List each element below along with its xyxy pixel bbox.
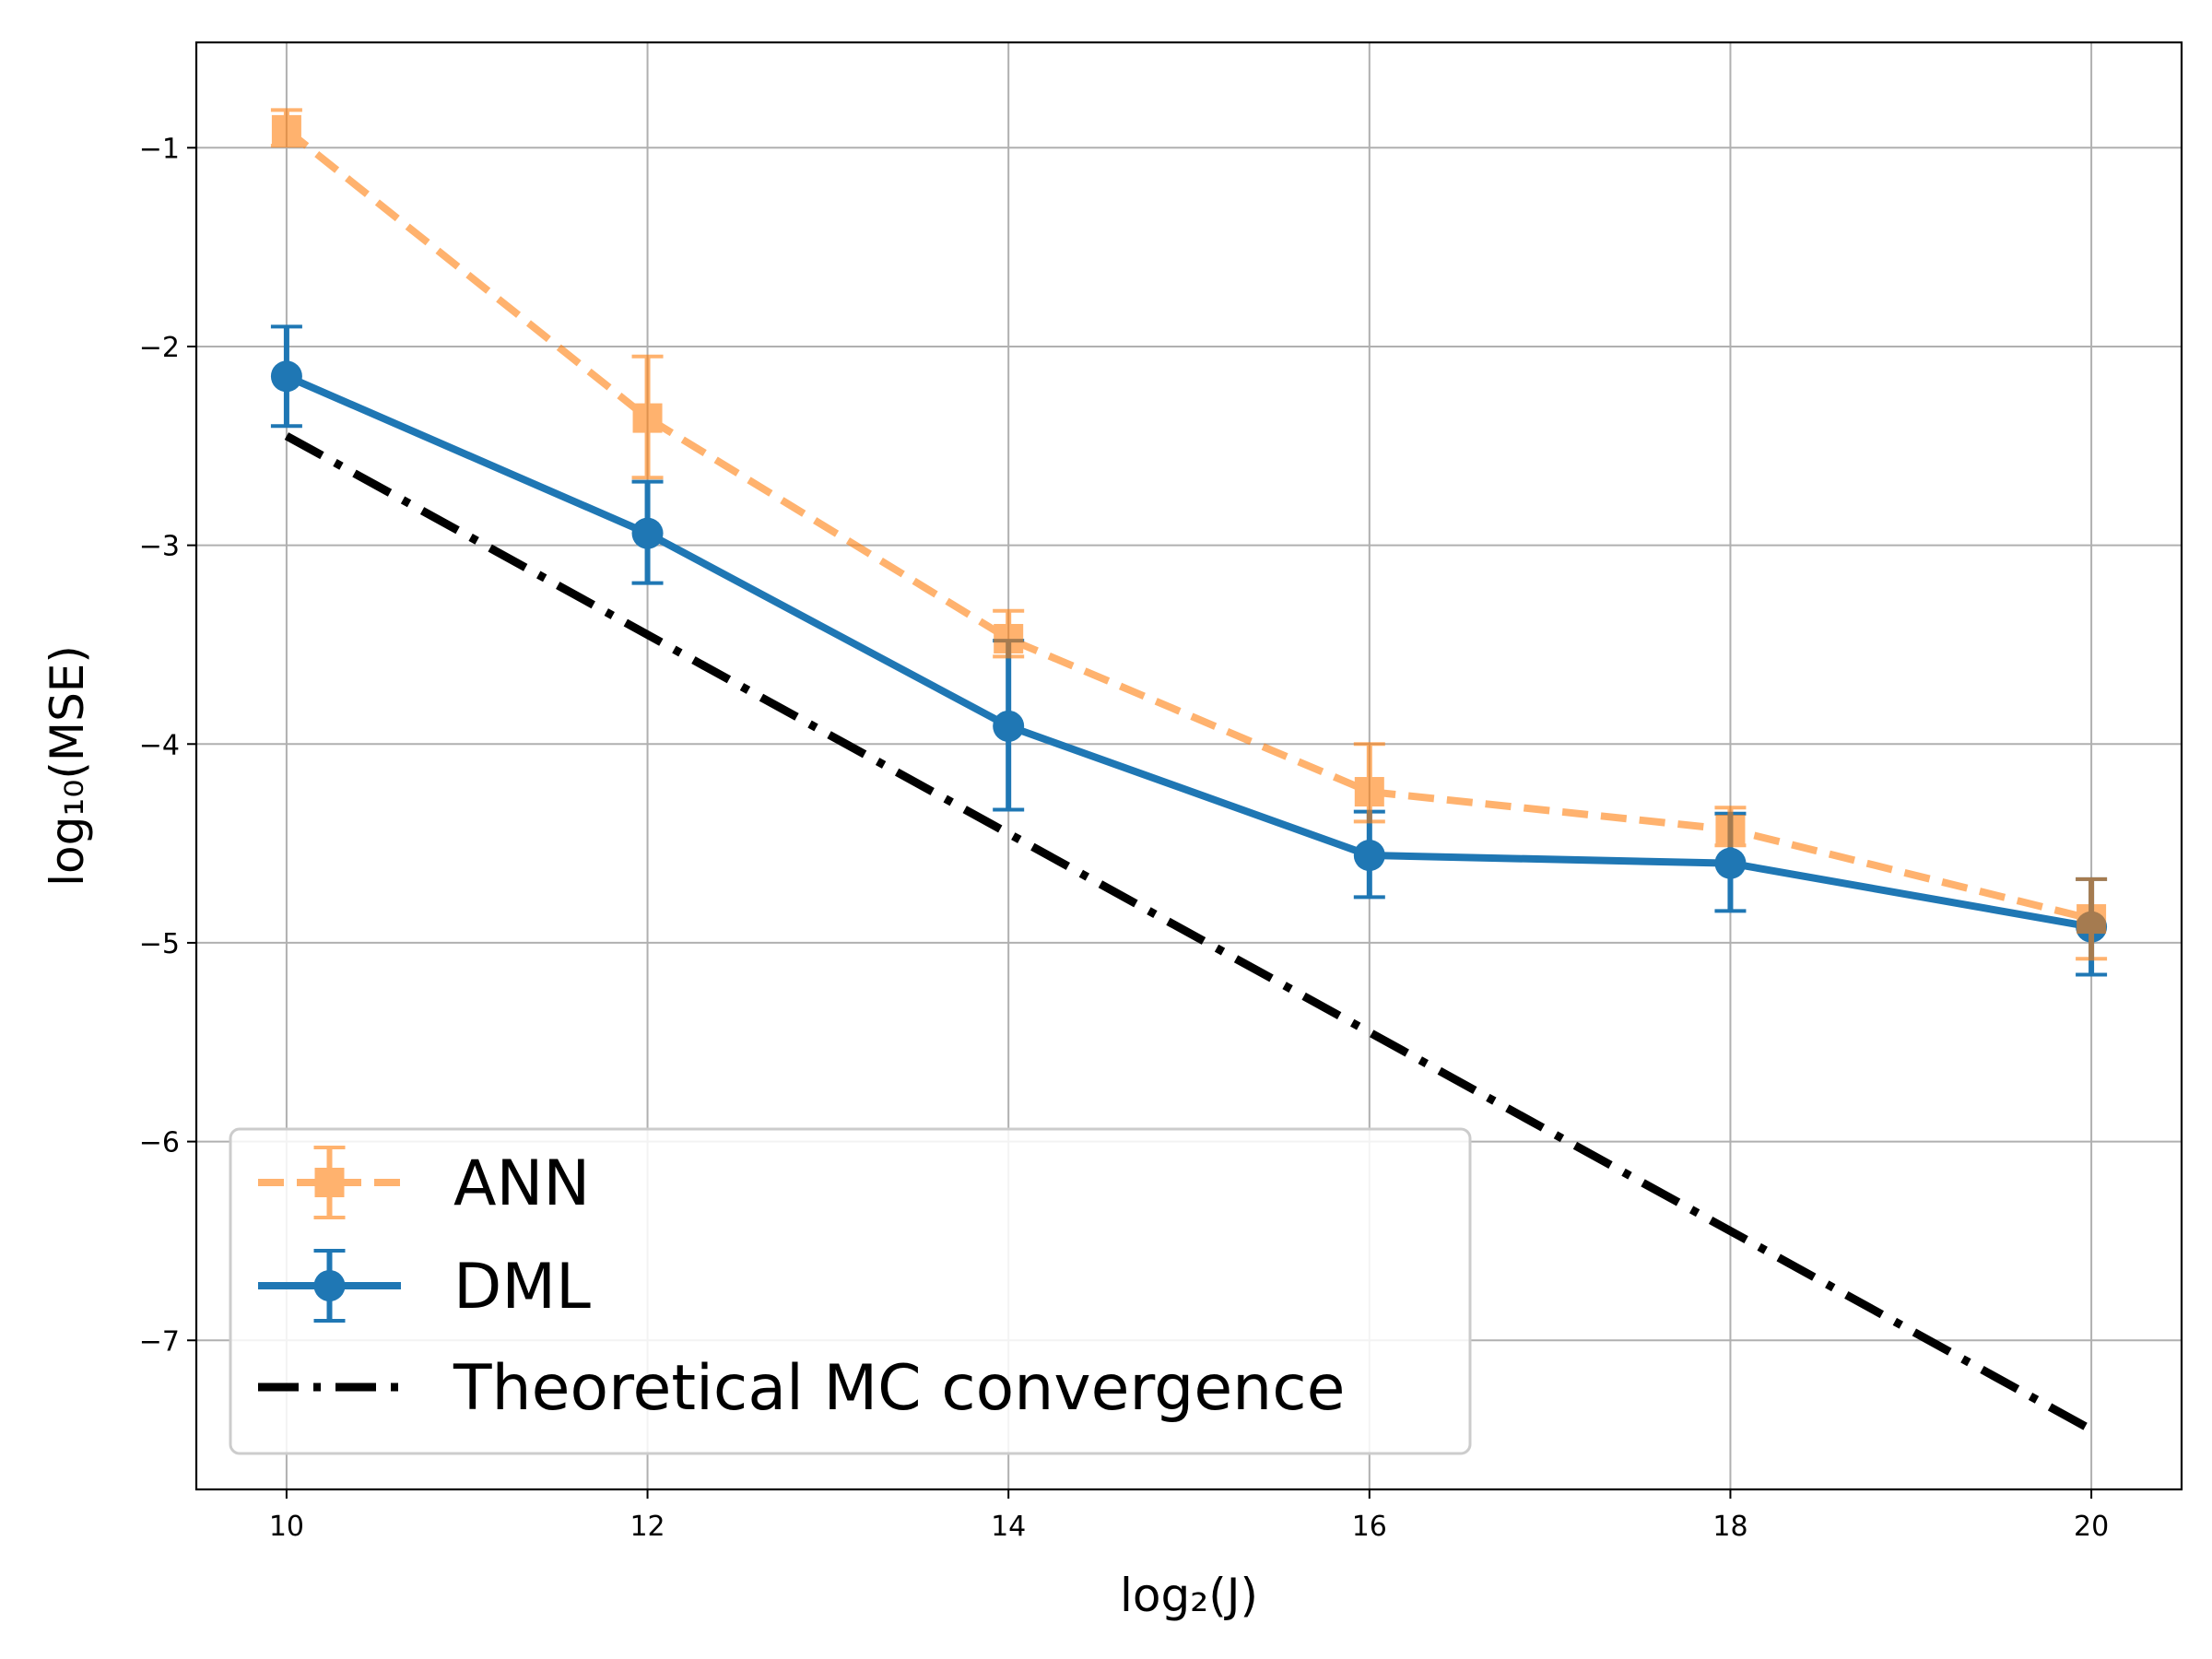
data-point	[993, 710, 1025, 742]
legend-box	[229, 1127, 1472, 1455]
x-tick-label: 20	[2074, 1511, 2109, 1543]
legend-label: DML	[453, 1251, 591, 1324]
series-line	[284, 432, 2094, 1434]
x-tick-label: 10	[269, 1511, 304, 1543]
data-point	[1715, 815, 1746, 845]
x-axis-label: log₂(J)	[1120, 1569, 1258, 1622]
data-point	[1354, 777, 1384, 807]
series-layer	[270, 108, 2108, 1434]
data-point	[632, 403, 663, 433]
legend: ANN DML Theoretical MC convergence	[229, 1127, 1472, 1455]
series-ann	[270, 108, 2108, 961]
y-tick-label: −1	[139, 133, 180, 165]
x-tick-label: 12	[629, 1511, 665, 1543]
y-tick-label: −6	[139, 1127, 180, 1159]
x-tick-label: 16	[1352, 1511, 1387, 1543]
data-point	[994, 623, 1024, 653]
legend-entry	[258, 1249, 401, 1323]
y-tick-label: −4	[139, 729, 180, 761]
series-line	[284, 126, 2093, 923]
data-point	[1714, 847, 1747, 879]
ticks: 10 12 14 16 18 20 −1 −2 −3 −4 −5 −6 −7	[139, 133, 2109, 1543]
legend-marker	[313, 1270, 346, 1301]
data-point	[2077, 904, 2107, 935]
y-tick-label: −5	[139, 928, 180, 960]
legend-marker	[314, 1168, 345, 1197]
data-point	[271, 114, 301, 145]
series-line	[285, 372, 2092, 931]
data-point	[1353, 840, 1385, 872]
data-point	[631, 517, 664, 549]
legend-entry	[258, 1146, 401, 1219]
legend-label: Theoretical MC convergence	[453, 1352, 1346, 1425]
y-tick-label: −3	[139, 531, 180, 563]
plot-frame	[194, 41, 2183, 1491]
legend-label: ANN	[453, 1147, 590, 1220]
y-axis-label: log₁₀(MSE)	[41, 645, 94, 887]
data-point	[270, 360, 302, 393]
x-tick-label: 18	[1712, 1511, 1747, 1543]
series-dml	[270, 324, 2108, 977]
y-tick-label: −2	[139, 332, 180, 364]
series-theoretical-mc-convergence	[284, 432, 2094, 1434]
x-tick-label: 14	[991, 1511, 1026, 1543]
y-tick-label: −7	[139, 1325, 180, 1358]
